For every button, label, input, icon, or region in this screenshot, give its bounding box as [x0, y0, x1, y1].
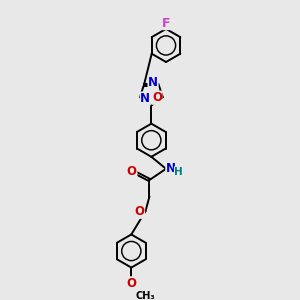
Text: N: N — [166, 162, 176, 175]
Text: F: F — [162, 16, 170, 29]
Text: H: H — [175, 167, 183, 177]
Text: N: N — [148, 76, 158, 89]
Text: N: N — [140, 92, 150, 105]
Text: CH₃: CH₃ — [135, 291, 155, 300]
Text: O: O — [152, 91, 162, 104]
Text: O: O — [126, 277, 136, 290]
Text: O: O — [127, 165, 137, 178]
Text: O: O — [135, 205, 145, 218]
